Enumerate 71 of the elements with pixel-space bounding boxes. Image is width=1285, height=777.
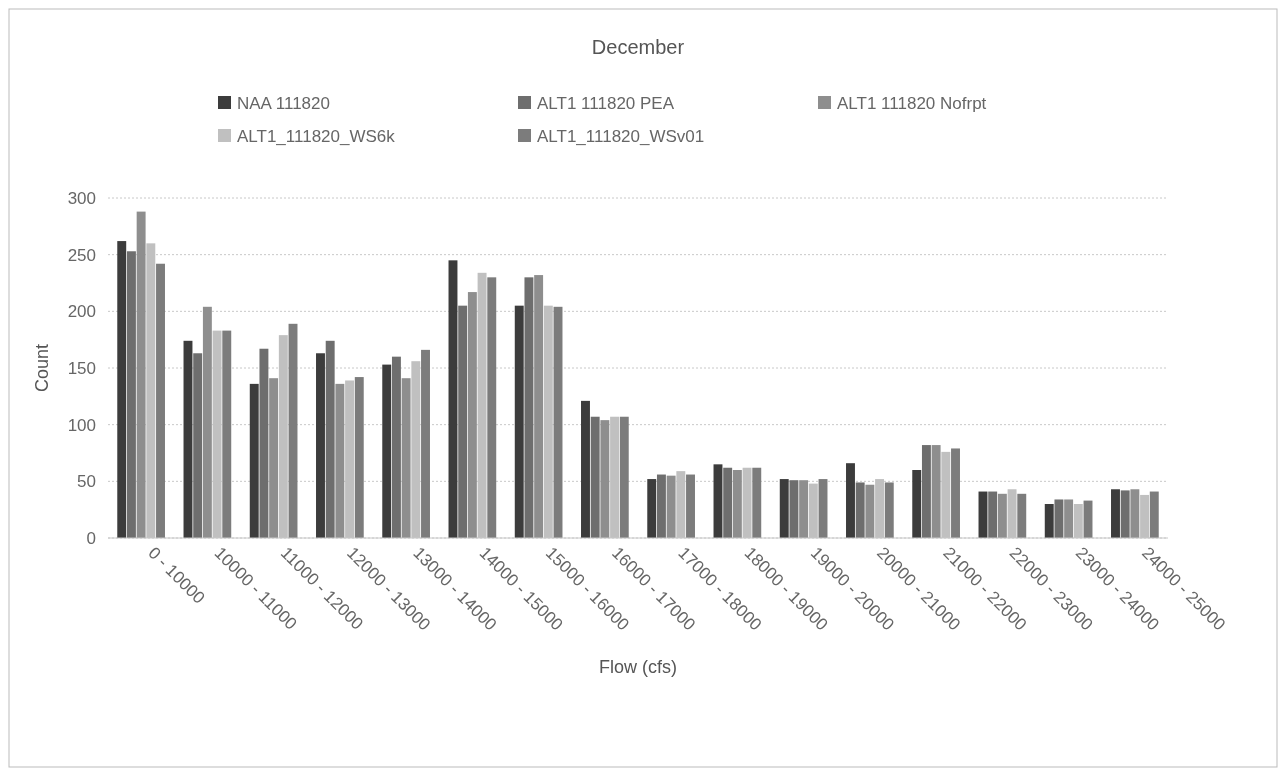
bar bbox=[997, 493, 1007, 538]
legend-label: ALT1 111820 Nofrpt bbox=[837, 93, 987, 113]
bar bbox=[647, 479, 657, 538]
bar bbox=[467, 292, 477, 538]
bar bbox=[666, 475, 676, 538]
bar bbox=[316, 353, 325, 538]
legend-label: ALT1_111820_WS6k bbox=[237, 126, 396, 146]
y-tick-label: 50 bbox=[77, 472, 96, 492]
bar bbox=[1044, 504, 1054, 538]
bar bbox=[590, 416, 600, 538]
bar bbox=[723, 467, 733, 538]
bar bbox=[117, 241, 127, 538]
bar bbox=[799, 480, 809, 538]
chart-title: December bbox=[591, 36, 685, 58]
bar bbox=[931, 445, 941, 538]
x-axis-title: Flow (cfs) bbox=[599, 657, 677, 677]
bar bbox=[951, 448, 960, 538]
y-tick-label: 150 bbox=[67, 358, 96, 378]
bar bbox=[335, 383, 345, 538]
bar bbox=[193, 353, 203, 538]
bar bbox=[1149, 491, 1159, 538]
legend-label: ALT1_111820_WSv01 bbox=[537, 126, 705, 146]
bar bbox=[249, 383, 259, 538]
bar bbox=[779, 479, 789, 538]
bar bbox=[1054, 499, 1064, 538]
bar bbox=[269, 378, 279, 538]
legend-label: NAA 111820 bbox=[237, 93, 330, 113]
bar bbox=[524, 277, 534, 538]
bar bbox=[619, 416, 629, 538]
bar bbox=[126, 251, 136, 538]
bar bbox=[884, 482, 894, 538]
bar bbox=[401, 378, 411, 538]
bar bbox=[846, 463, 855, 538]
y-tick-label: 250 bbox=[67, 245, 96, 265]
bar bbox=[534, 275, 544, 538]
legend-label: ALT1 111820 PEA bbox=[537, 93, 675, 113]
bar bbox=[1120, 490, 1130, 538]
bar bbox=[1064, 499, 1074, 538]
bar bbox=[912, 470, 922, 538]
bar bbox=[202, 306, 212, 538]
bar bbox=[458, 305, 468, 538]
bar bbox=[136, 211, 146, 538]
bar bbox=[752, 467, 762, 538]
bar bbox=[600, 420, 610, 538]
y-tick-label: 100 bbox=[67, 415, 96, 435]
bar bbox=[1111, 489, 1120, 538]
bar bbox=[656, 474, 666, 538]
bar bbox=[789, 480, 799, 538]
bar bbox=[487, 277, 497, 538]
bar bbox=[514, 305, 524, 538]
bar bbox=[581, 400, 590, 538]
bar bbox=[921, 445, 931, 538]
bar bbox=[421, 349, 430, 538]
bar bbox=[855, 482, 865, 538]
bar bbox=[1017, 493, 1027, 538]
y-tick-label: 0 bbox=[86, 528, 96, 548]
bar bbox=[354, 377, 364, 538]
bar bbox=[325, 340, 335, 538]
y-tick-label: 300 bbox=[67, 188, 96, 208]
bar bbox=[732, 470, 742, 538]
y-tick-label: 200 bbox=[67, 302, 96, 322]
bar bbox=[1130, 489, 1140, 538]
bar bbox=[222, 330, 232, 538]
bar bbox=[259, 348, 269, 538]
bar bbox=[865, 484, 875, 538]
bar bbox=[988, 491, 998, 538]
bar bbox=[156, 263, 165, 538]
bar bbox=[382, 364, 392, 538]
y-axis-title: Count bbox=[32, 343, 52, 393]
bar bbox=[686, 474, 695, 538]
bar bbox=[391, 356, 401, 538]
